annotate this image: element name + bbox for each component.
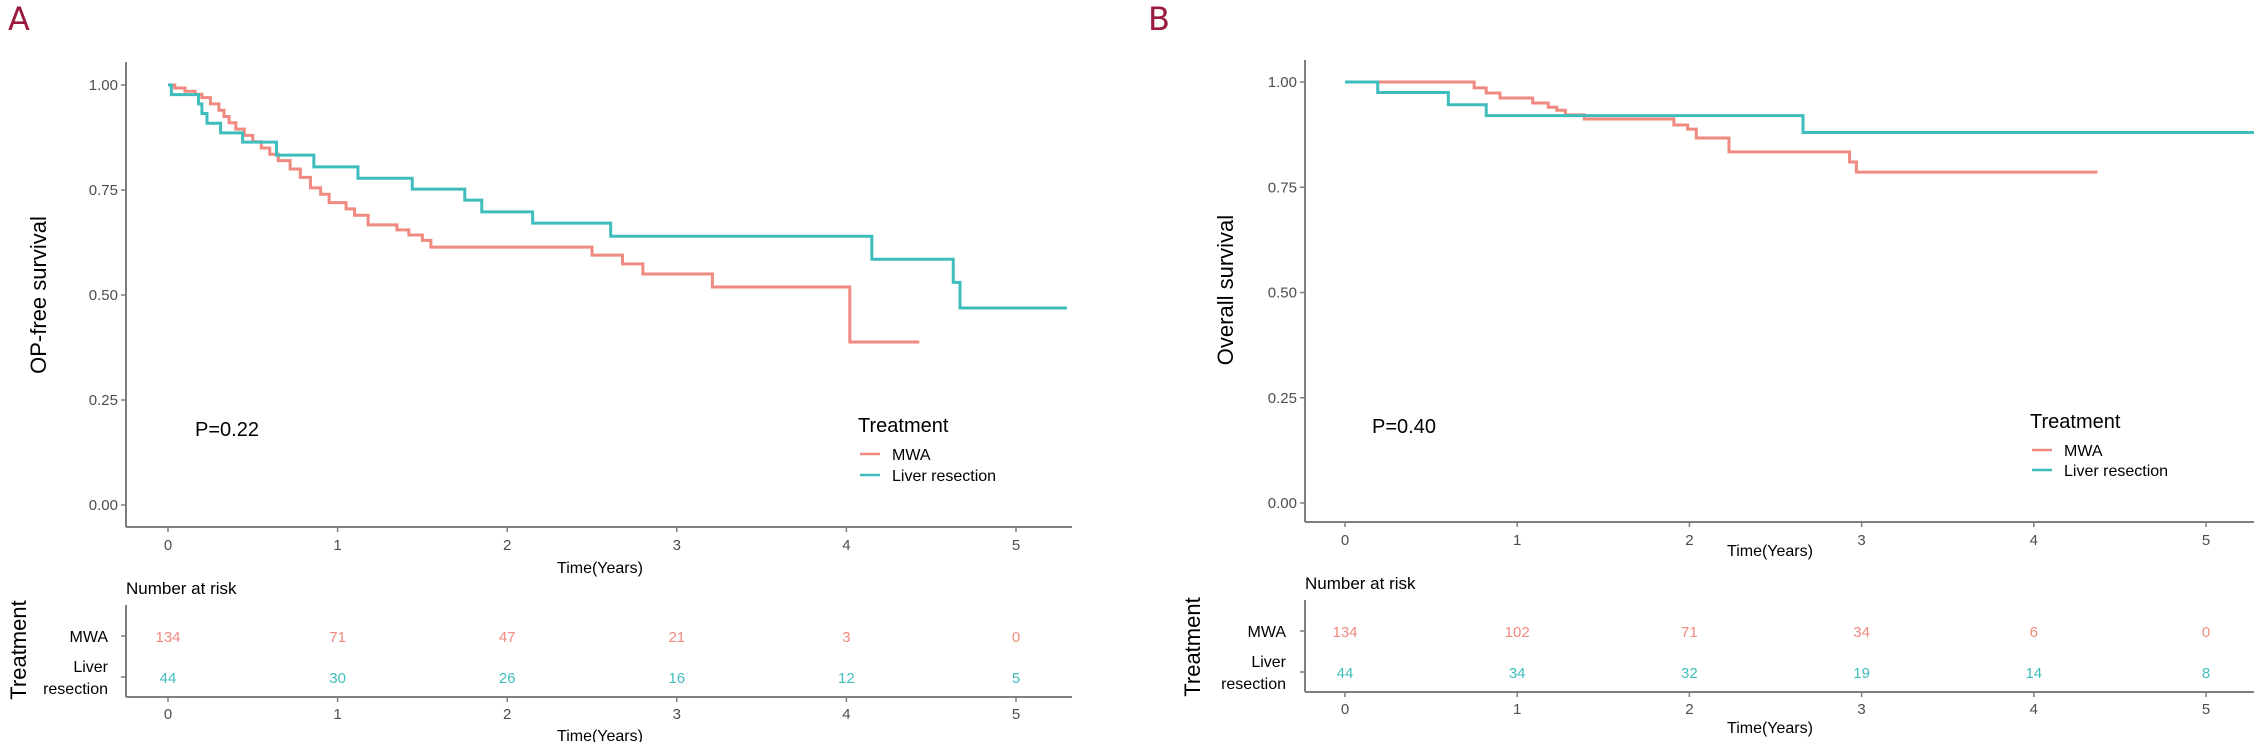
x-tick-label: 5 [2202,532,2210,549]
y-tick-label: 0.25 [89,392,118,409]
panel-label: A [8,0,30,38]
risk-value: 102 [1505,624,1530,641]
risk-value: 16 [668,670,685,687]
risk-x-tick-label: 3 [673,706,681,723]
p-value: P=0.22 [195,419,259,441]
risk-x-tick-label: 4 [842,706,850,723]
risk-value: 30 [329,670,346,687]
risk-table-title: Number at risk [1305,574,1416,593]
risk-x-tick-label: 2 [1685,701,1693,718]
risk-value: 8 [2202,665,2210,682]
y-tick-label: 1.00 [89,77,118,94]
x-tick-label: 1 [1513,532,1521,549]
risk-x-tick-label: 5 [1012,706,1020,723]
risk-value: 21 [668,629,685,646]
y-axis-title: OP-free survival [26,216,51,374]
risk-value: 26 [499,670,516,687]
x-tick-label: 0 [1341,532,1349,549]
risk-value: 6 [2030,624,2038,641]
risk-value: 3 [842,629,850,646]
risk-value: 32 [1681,665,1698,682]
km-curve-liver-resection [1345,80,2254,135]
x-tick-label: 1 [333,537,341,554]
risk-value: 71 [1681,624,1698,641]
risk-value: 14 [2025,665,2042,682]
y-tick-label: 0.75 [89,182,118,199]
risk-value: 44 [160,670,177,687]
x-tick-label: 4 [2030,532,2038,549]
risk-table-title: Number at risk [126,579,237,598]
risk-row-label: resection [1221,676,1286,693]
risk-value: 34 [1509,665,1526,682]
y-tick-label: 0.00 [89,497,118,514]
x-tick-label: 3 [1857,532,1865,549]
km-curve-mwa [168,83,920,344]
risk-x-tick-label: 3 [1857,701,1865,718]
risk-row-label: Liver [1251,654,1286,671]
x-tick-label: 2 [503,537,511,554]
legend-title: Treatment [2030,411,2121,433]
risk-row-label: MWA [1247,624,1286,641]
x-axis-title: Time(Years) [1727,543,1813,560]
legend-title: Treatment [858,415,949,437]
y-tick-label: 1.00 [1268,74,1297,91]
x-tick-label: 2 [1685,532,1693,549]
risk-x-tick-label: 5 [2202,701,2210,718]
x-tick-label: 4 [842,537,850,554]
risk-value: 134 [1332,624,1357,641]
risk-value: 34 [1853,624,1870,641]
y-tick-label: 0.00 [1268,495,1297,512]
risk-value: 134 [155,629,180,646]
risk-x-tick-label: 0 [164,706,172,723]
x-axis-title: Time(Years) [557,560,643,577]
risk-x-tick-label: 1 [333,706,341,723]
risk-x-tick-label: 2 [503,706,511,723]
x-tick-label: 5 [1012,537,1020,554]
panel-label: B [1148,0,1170,38]
km-curve-liver-resection [168,83,1067,310]
risk-value: 0 [2202,624,2210,641]
y-tick-label: 0.75 [1268,179,1297,196]
risk-x-tick-label: 1 [1513,701,1521,718]
y-tick-label: 0.50 [89,287,118,304]
risk-row-label: Liver [73,659,108,676]
km-curve-mwa [1345,80,2098,174]
risk-value: 47 [499,629,516,646]
legend-item-label: Liver resection [892,468,996,485]
risk-value: 71 [329,629,346,646]
legend-item-label: Liver resection [2064,463,2168,480]
risk-x-axis-title: Time(Years) [1727,720,1813,737]
risk-row-label: MWA [69,629,108,646]
y-tick-label: 0.50 [1268,285,1297,302]
risk-x-axis-title: Time(Years) [557,728,643,742]
legend-item-label: MWA [892,447,931,464]
risk-row-label: resection [43,681,108,698]
p-value: P=0.40 [1372,416,1436,438]
risk-value: 0 [1012,629,1020,646]
risk-value: 12 [838,670,855,687]
x-tick-label: 0 [164,537,172,554]
risk-x-tick-label: 0 [1341,701,1349,718]
risk-value: 44 [1337,665,1354,682]
risk-y-axis-title: Treatment [6,600,31,699]
y-axis-title: Overall survival [1213,215,1238,365]
x-tick-label: 3 [673,537,681,554]
risk-value: 19 [1853,665,1870,682]
legend-item-label: MWA [2064,443,2103,460]
risk-value: 5 [1012,670,1020,687]
risk-y-axis-title: Treatment [1180,597,1205,696]
y-tick-label: 0.25 [1268,390,1297,407]
risk-x-tick-label: 4 [2030,701,2038,718]
